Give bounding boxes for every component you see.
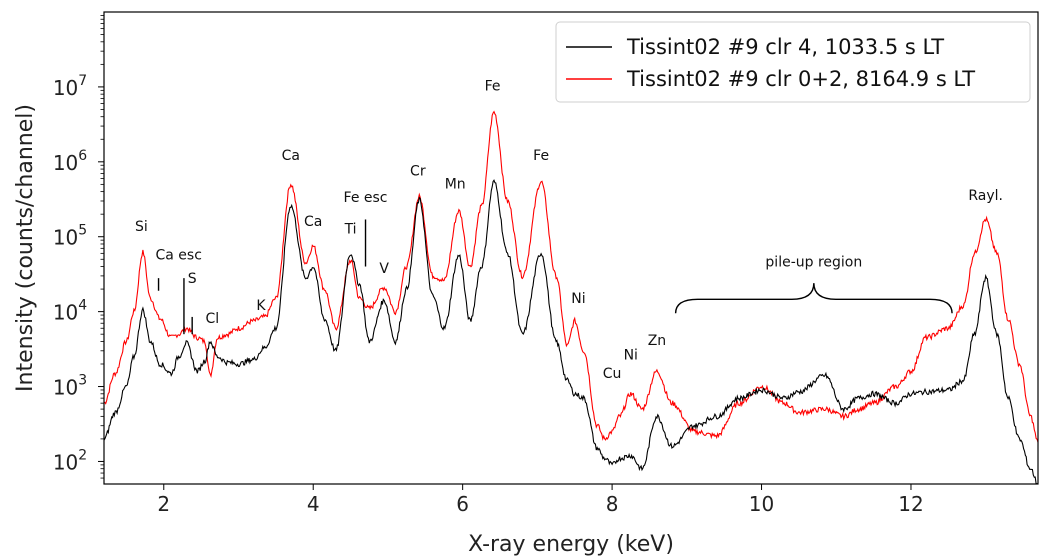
y-tick-label: 105: [53, 223, 87, 250]
peak-label: Fe esc: [344, 190, 388, 206]
peak-label: Ca: [304, 214, 322, 230]
legend-box: [555, 21, 1031, 103]
peak-label: K: [256, 298, 266, 314]
y-tick-label: 104: [53, 298, 87, 325]
series-line-1: [104, 179, 1038, 484]
pile-up-brace: [674, 283, 953, 314]
peak-label: Ni: [624, 347, 638, 363]
y-tick-label: 106: [53, 148, 87, 175]
peak-label: S: [188, 271, 197, 287]
peak-label: Cr: [410, 163, 426, 179]
series-layer: [104, 110, 1038, 484]
annotation-markers: [157, 219, 953, 335]
legend-label: Tissint02 #9 clr 4, 1033.5 s LT: [626, 35, 944, 59]
y-tick-label: 107: [53, 73, 87, 100]
y-tick-label: 102: [53, 447, 87, 474]
peak-label: Rayl.: [968, 188, 1003, 204]
peak-label: Zn: [648, 333, 666, 349]
series-line-2: [104, 110, 1038, 443]
peak-label: Ti: [344, 222, 357, 238]
y-axis: 102 103 104 105 106 107: [53, 15, 104, 479]
x-tick-label: 4: [307, 492, 320, 516]
peak-label: Ni: [571, 291, 585, 307]
peak-label: Ca: [282, 148, 300, 164]
y-tick-label: 103: [53, 373, 87, 400]
x-tick-label: 2: [157, 492, 170, 516]
peak-label: Cu: [603, 366, 622, 382]
x-tick-label: 10: [749, 492, 774, 516]
x-tick-label: 12: [898, 492, 923, 516]
peak-label: pile-up region: [765, 255, 862, 271]
legend: Tissint02 #9 clr 4, 1033.5 s LT Tissint02…: [555, 21, 1031, 103]
peak-label: Fe: [485, 78, 501, 94]
x-axis: 2 4 6 8 10 12: [157, 484, 924, 516]
x-tick-label: 6: [456, 492, 469, 516]
legend-label: Tissint02 #9 clr 0+2, 8164.9 s LT: [626, 67, 975, 91]
peak-label: Cl: [206, 311, 220, 327]
peak-label: Mn: [445, 177, 466, 193]
peak-label: Fe: [533, 148, 549, 164]
peak-label: Si: [135, 219, 148, 235]
peak-label: V: [379, 261, 389, 277]
x-axis-title: X-ray energy (keV): [468, 532, 674, 557]
peak-label: Ca esc: [156, 247, 202, 263]
x-tick-label: 8: [606, 492, 619, 516]
y-axis-title: Intensity (counts/channel): [13, 104, 38, 392]
